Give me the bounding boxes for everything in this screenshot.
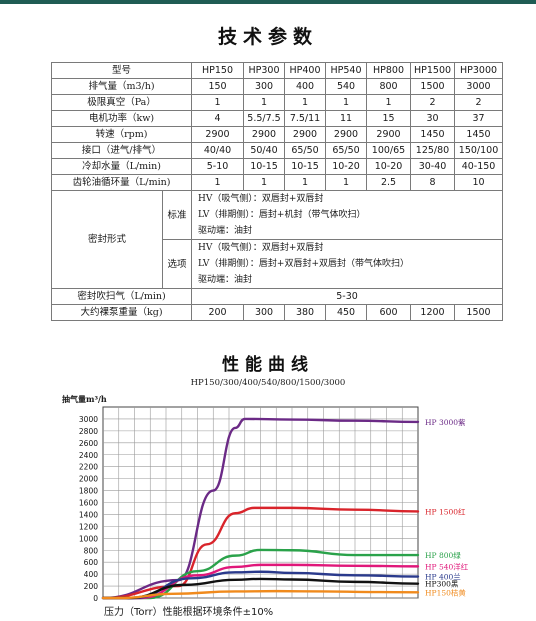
y-tick-label: 1800	[79, 487, 98, 496]
series-line	[101, 589, 420, 600]
seal-line: LV（排期侧）：唇封+双唇封+双唇封（带气体吹扫）	[198, 259, 410, 269]
y-tick-label: 0	[93, 594, 98, 603]
seal-label-cell: 密封形式	[51, 190, 163, 289]
table-row: 极限真空（Pa） 1 1 1 1 1 2 2	[50, 94, 504, 111]
seal-option-text: HV（吸气侧）：双唇封+双唇封 LV（排期侧）：唇封+双唇封+双唇封（带气体吹扫）…	[191, 239, 504, 289]
table-row: 接口（进气/排气） 40/40 50/40 65/50 65/50 100/65 125/8…	[50, 142, 504, 159]
spec-table: 型号 HP150 HP300 HP400 HP540 HP800 HP1500 HP3000 排…	[50, 62, 504, 321]
seal-line: 驱动端：油封	[198, 226, 253, 236]
weight-label-cell: 大约裸泵重量（kg)	[50, 304, 193, 321]
chart-title: 性能曲线	[222, 355, 314, 375]
y-axis-label: 抽气量m³/h	[62, 394, 107, 404]
series-label: HP 400兰	[425, 572, 461, 582]
value-cell: 1500	[454, 304, 504, 321]
series-label: HP150桔黄	[425, 587, 466, 597]
seal-line: LV（排期侧）：唇封+机封（带气体吹扫）	[198, 210, 366, 220]
y-tick-label: 200	[84, 582, 99, 591]
series-label: HP 800绿	[425, 551, 461, 560]
chart-footnote: 压力（Torr）性能根据环境条件±10%	[104, 607, 274, 618]
value-cell: 600	[366, 304, 412, 321]
table-row: 冷却水量（L/min) 5-10 10-15 10-15 10-20 10-20 30-40…	[50, 158, 504, 175]
y-tick-label: 3000	[79, 415, 98, 424]
y-tick-label: 2200	[79, 463, 98, 472]
table-row: 齿轮油循环量（L/min) 1 1 1 1 2.5 8 10	[50, 174, 504, 191]
y-tick-label: 1000	[79, 534, 98, 543]
seal-standard-text: HV（吸气侧）：双唇封+双唇封 LV（排期侧）：唇封+机封（带气体吹扫） 驱动端：油…	[191, 190, 504, 240]
weight-row: 大约裸泵重量（kg) 200 300 380 450 600 1200 1500	[50, 304, 504, 321]
series-label: HP 3000紫	[425, 418, 466, 427]
seal-row-option: 选项 HV（吸气侧）：双唇封+双唇封 LV（排期侧）：唇封+双唇封+双唇封（带气体吹…	[52, 239, 504, 289]
series-label: HP 540洋红	[425, 561, 469, 571]
table-row: 电机功率（kw) 4 5.5/7.5 7.5/11 11 15 30 37	[50, 110, 504, 127]
spec-title: 技术参数	[217, 26, 318, 48]
chart-subtitle: HP150/300/400/540/800/1500/3000	[190, 378, 346, 388]
seal-option-label: 选项	[161, 239, 193, 289]
series-line	[101, 548, 420, 600]
top-accent-bar	[0, 0, 536, 4]
seal-line: 驱动端：油封	[198, 275, 253, 285]
y-tick-label: 2400	[79, 451, 98, 460]
y-tick-label: 1400	[79, 510, 98, 519]
y-tick-label: 1600	[79, 499, 98, 508]
series-label: HP 1500红	[425, 506, 466, 516]
seal-standard-label: 标准	[161, 190, 193, 240]
y-tick-label: 600	[84, 558, 99, 567]
y-tick-label: 800	[84, 546, 99, 555]
seal-line: HV（吸气侧）：双唇封+双唇封	[198, 194, 324, 204]
seal-row-standard: 密封形式 标准 HV（吸气侧）：双唇封+双唇封 LV（排期侧）：唇封+机封（带气体吹扫…	[51, 190, 504, 289]
y-tick-label: 2600	[79, 439, 98, 448]
y-tick-label: 2000	[79, 475, 98, 484]
y-tick-label: 2800	[79, 427, 98, 436]
y-tick-label: 400	[84, 570, 99, 579]
series-label: HP300黑	[425, 580, 459, 589]
table-row: 排气量（m3/h) 150 300 400 540 800 1500 3000	[50, 78, 504, 95]
seal-line: HV（吸气侧）：双唇封+双唇封	[198, 243, 324, 253]
y-tick-label: 1200	[79, 522, 98, 531]
